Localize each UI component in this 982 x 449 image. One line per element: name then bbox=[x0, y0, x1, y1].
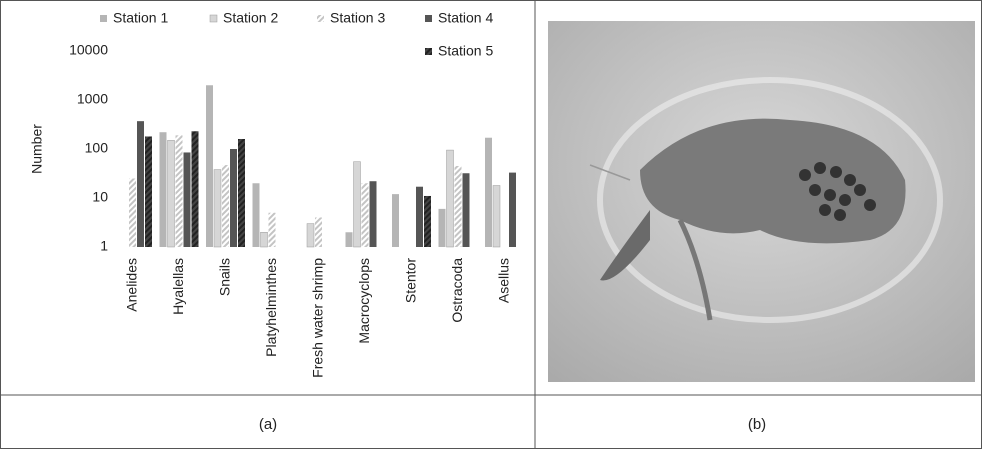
x-tick-label: Snails bbox=[217, 258, 233, 296]
y-tick-label: 1000 bbox=[77, 91, 108, 107]
y-tick-label: 1 bbox=[100, 238, 108, 254]
bar bbox=[268, 212, 276, 247]
bar bbox=[191, 131, 199, 247]
bar bbox=[345, 232, 353, 247]
x-tick-label: Asellus bbox=[496, 258, 512, 303]
bar bbox=[509, 172, 516, 247]
legend-label: Station 3 bbox=[330, 10, 385, 26]
bar bbox=[353, 161, 361, 248]
bar bbox=[416, 186, 423, 247]
bar bbox=[129, 178, 136, 247]
bar bbox=[361, 183, 369, 247]
x-tick-label: Fresh water shrimp bbox=[310, 258, 326, 378]
legend-swatch bbox=[209, 14, 218, 23]
bar bbox=[446, 149, 454, 248]
y-tick-label: 10000 bbox=[69, 42, 108, 58]
bar bbox=[183, 152, 191, 247]
x-tick-label: Anelides bbox=[124, 258, 140, 312]
bar bbox=[238, 138, 245, 247]
bar bbox=[230, 149, 237, 247]
legend-swatch bbox=[100, 15, 107, 22]
legend-label: Station 1 bbox=[113, 10, 168, 26]
x-tick-label: Ostracoda bbox=[449, 258, 465, 323]
legend-label: Station 2 bbox=[223, 10, 278, 26]
y-axis-label: Number bbox=[29, 124, 45, 174]
bar bbox=[492, 185, 501, 248]
bar bbox=[438, 208, 446, 247]
bar bbox=[145, 136, 152, 247]
bar bbox=[315, 217, 322, 247]
x-tick-label: Macrocyclops bbox=[356, 258, 372, 344]
photo bbox=[548, 21, 975, 382]
bar bbox=[485, 137, 492, 247]
x-tick-label: Platyhelminthes bbox=[263, 258, 279, 357]
bar bbox=[137, 121, 144, 247]
bar bbox=[392, 194, 399, 247]
caption: (a) bbox=[259, 416, 277, 433]
legend-swatch bbox=[317, 15, 324, 22]
bar bbox=[159, 132, 167, 247]
bar bbox=[454, 165, 462, 247]
legend-swatch bbox=[425, 15, 432, 22]
bar bbox=[213, 169, 222, 248]
bar bbox=[424, 195, 431, 247]
bar bbox=[222, 165, 229, 247]
bar bbox=[252, 183, 260, 247]
x-tick-label: Stentor bbox=[403, 258, 419, 303]
bar bbox=[369, 181, 377, 247]
bar bbox=[260, 231, 268, 248]
y-tick-label: 10 bbox=[92, 189, 108, 205]
bar bbox=[206, 85, 213, 247]
bar bbox=[306, 223, 315, 248]
bar bbox=[462, 173, 470, 247]
caption: (b) bbox=[748, 416, 766, 433]
x-tick-label: Hyalellas bbox=[170, 258, 186, 315]
legend-swatch bbox=[425, 48, 432, 55]
bar bbox=[167, 140, 175, 248]
bar bbox=[175, 135, 183, 247]
legend-label: Station 5 bbox=[438, 43, 493, 59]
y-tick-label: 100 bbox=[85, 140, 109, 156]
legend-label: Station 4 bbox=[438, 10, 493, 26]
